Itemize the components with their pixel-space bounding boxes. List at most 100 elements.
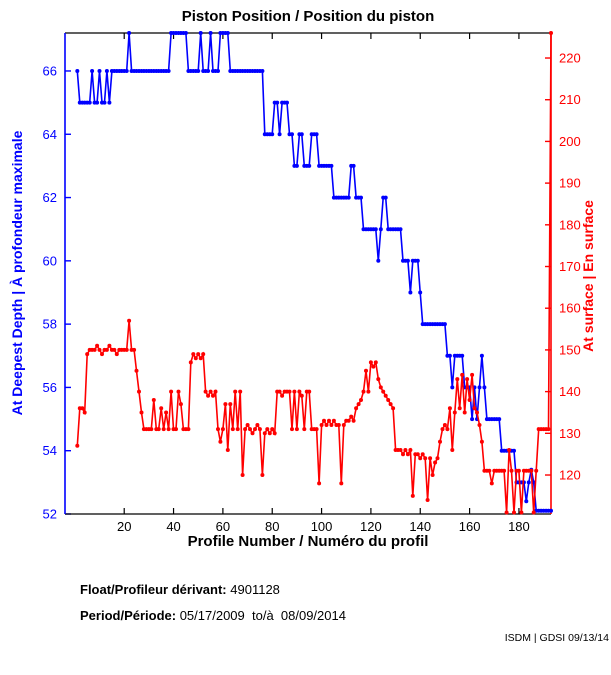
left-tick-label: 64 <box>43 127 57 142</box>
data-point <box>531 510 536 515</box>
data-point <box>472 406 477 411</box>
right-tick-label: 200 <box>559 134 581 149</box>
data-point <box>465 377 470 382</box>
data-point <box>447 353 452 358</box>
data-point <box>477 385 482 390</box>
data-point <box>257 427 262 432</box>
credit-text: ISDM | GDSI 09/13/14 <box>504 632 609 644</box>
data-point <box>403 448 408 452</box>
data-point <box>341 423 346 427</box>
data-point <box>137 389 141 394</box>
data-point <box>104 69 109 73</box>
data-point <box>280 393 285 398</box>
data-point <box>97 69 102 73</box>
float-id-label: Float/Profileur dérivant: <box>80 582 227 597</box>
period-label: Period/Période: <box>80 608 177 623</box>
data-point <box>524 499 529 504</box>
data-point <box>364 368 368 373</box>
data-point <box>299 393 304 398</box>
data-point <box>80 406 85 411</box>
data-point <box>275 100 280 105</box>
data-point <box>376 258 381 263</box>
data-point <box>549 508 553 513</box>
right-tick-label: 140 <box>559 384 581 399</box>
x-tick-label: 20 <box>117 519 131 534</box>
deepest-depth-series-markers <box>75 31 553 513</box>
left-tick-label: 54 <box>43 443 57 458</box>
data-point <box>450 448 455 452</box>
data-point <box>331 418 336 423</box>
data-point <box>248 427 252 432</box>
data-point <box>373 227 378 232</box>
data-point <box>240 473 245 477</box>
data-point <box>442 423 447 427</box>
data-point <box>225 448 230 452</box>
data-point <box>470 372 475 377</box>
data-point <box>132 347 137 352</box>
data-point <box>381 389 386 394</box>
data-point <box>433 460 438 465</box>
x-axis-label: Profile Number / Numéro du profil <box>187 533 429 550</box>
chart-title: Piston Position / Position du piston <box>181 8 435 25</box>
data-point <box>75 69 80 73</box>
data-point <box>405 452 410 457</box>
data-point <box>294 427 299 432</box>
data-point <box>208 389 213 394</box>
left-tick-label: 52 <box>43 507 57 522</box>
data-point <box>82 410 87 415</box>
data-point <box>534 468 539 473</box>
data-point <box>487 468 492 473</box>
data-point <box>235 427 240 432</box>
data-point <box>423 456 428 461</box>
data-point <box>114 352 119 357</box>
piston-position-plot: 20 40 60 80 100 120 140 160 180 52 54 56 58 60 62 64 66 1… <box>43 31 581 534</box>
data-point <box>198 31 203 35</box>
data-point <box>196 69 201 73</box>
data-point <box>460 372 465 377</box>
data-point <box>507 448 512 452</box>
data-point <box>479 353 484 358</box>
data-point <box>277 389 282 394</box>
right-tick-label: 150 <box>559 342 581 357</box>
data-point <box>262 431 267 436</box>
left-tick-label: 62 <box>43 190 57 205</box>
x-tick-label: 140 <box>409 519 431 534</box>
data-point <box>203 389 208 394</box>
data-point <box>307 389 312 394</box>
data-point <box>428 456 433 461</box>
data-point <box>107 343 112 348</box>
data-point <box>97 347 102 352</box>
data-point <box>401 452 405 457</box>
data-point <box>398 227 403 232</box>
data-point <box>336 423 341 427</box>
data-point <box>196 352 201 357</box>
data-point <box>255 423 260 427</box>
data-point <box>220 427 225 432</box>
data-point <box>287 389 292 394</box>
data-point <box>477 423 482 427</box>
data-point <box>166 69 171 73</box>
data-point <box>526 480 531 485</box>
data-point <box>124 347 129 352</box>
data-point <box>339 481 344 486</box>
left-tick-label: 60 <box>43 253 57 268</box>
data-point <box>213 389 218 394</box>
data-point <box>198 356 203 361</box>
data-point <box>191 352 196 357</box>
data-point <box>388 402 393 407</box>
data-point <box>260 69 265 73</box>
data-point <box>359 398 363 402</box>
data-point <box>327 418 331 423</box>
deepest-depth-series-line <box>76 32 551 512</box>
data-point <box>178 402 183 407</box>
data-point <box>104 347 109 352</box>
data-point <box>438 439 442 444</box>
data-point <box>267 431 272 436</box>
data-point <box>166 427 171 432</box>
data-point <box>112 347 117 352</box>
data-point <box>95 100 100 105</box>
data-point <box>489 481 494 486</box>
data-point <box>447 406 452 411</box>
data-point <box>127 318 132 323</box>
